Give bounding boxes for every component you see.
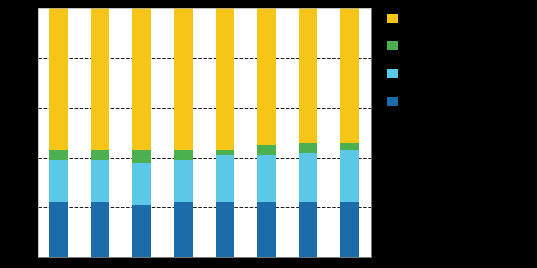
- Bar: [174, 160, 193, 202]
- Bar: [49, 150, 68, 160]
- Bar: [340, 143, 359, 150]
- Bar: [132, 8, 151, 150]
- Bar: [174, 8, 193, 150]
- Bar: [91, 8, 110, 150]
- Bar: [91, 160, 110, 202]
- Bar: [299, 152, 317, 202]
- Bar: [215, 8, 234, 150]
- Bar: [215, 155, 234, 202]
- Bar: [215, 202, 234, 257]
- Bar: [132, 205, 151, 257]
- Bar: [299, 8, 317, 143]
- Bar: [174, 150, 193, 160]
- Bar: [49, 160, 68, 202]
- Bar: [132, 150, 151, 163]
- Bar: [340, 202, 359, 257]
- Bar: [299, 202, 317, 257]
- Bar: [257, 155, 276, 202]
- Legend: , , , : , , ,: [387, 14, 400, 107]
- Bar: [91, 150, 110, 160]
- Bar: [257, 8, 276, 145]
- Bar: [49, 202, 68, 257]
- Bar: [174, 202, 193, 257]
- Bar: [215, 150, 234, 155]
- Bar: [340, 150, 359, 202]
- Bar: [299, 143, 317, 152]
- Bar: [49, 8, 68, 150]
- Bar: [132, 163, 151, 205]
- Bar: [91, 202, 110, 257]
- Bar: [257, 145, 276, 155]
- Bar: [257, 202, 276, 257]
- Bar: [340, 8, 359, 143]
